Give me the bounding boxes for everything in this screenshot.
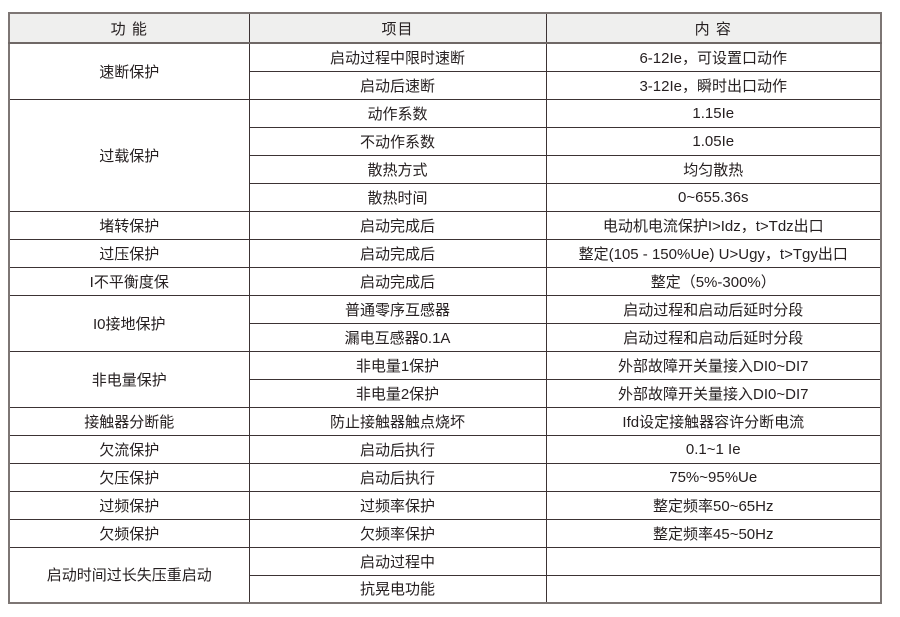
function-cell: 接触器分断能 [8, 406, 250, 436]
header-content: 内 容 [545, 12, 882, 44]
item-cell: 启动过程中限时速断 [248, 42, 547, 72]
item-cell: 启动完成后 [248, 238, 547, 268]
item-cell: 防止接触器触点烧坏 [248, 406, 547, 436]
item-cell: 不动作系数 [248, 126, 547, 156]
content-cell [545, 574, 882, 604]
item-cell: 非电量1保护 [248, 350, 547, 380]
function-cell: 过频保护 [8, 490, 250, 520]
function-cell: I0接地保护 [8, 294, 250, 352]
item-cell: 启动后执行 [248, 434, 547, 464]
table-row: I0接地保护 普通零序互感器 启动过程和启动后延时分段 [8, 294, 882, 352]
table-row: 非电量2保护 外部故障开关量接入DI0~DI7 [9, 378, 882, 408]
item-cell: 过频率保护 [248, 490, 547, 520]
table-row: 速断保护 启动过程中限时速断 6-12Ie，可设置口动作 [8, 42, 882, 100]
content-cell: 1.15Ie [545, 98, 882, 128]
item-cell: 动作系数 [248, 98, 547, 128]
table-row: 欠频保护 欠频率保护 整定频率45~50Hz [8, 518, 882, 548]
item-cell: 非电量2保护 [248, 378, 547, 408]
table-row: 不动作系数 1.05Ie [9, 126, 882, 156]
item-cell: 启动后执行 [248, 462, 547, 492]
header-row: 功 能 项目 内 容 [8, 12, 882, 44]
content-cell: 0.1~1 Ie [545, 434, 882, 464]
header-item: 项目 [248, 12, 547, 44]
table-row: 启动时间过长失压重启动 启动过程中 [8, 546, 882, 604]
header-function: 功 能 [8, 12, 250, 44]
content-cell: 75%~95%Ue [545, 462, 882, 492]
function-cell: 过压保护 [8, 238, 250, 268]
table-row: 欠流保护 启动后执行 0.1~1 Ie [8, 434, 882, 464]
content-cell: 启动过程和启动后延时分段 [545, 294, 882, 324]
content-cell: 6-12Ie，可设置口动作 [545, 42, 882, 72]
content-cell: 整定（5%-300%） [545, 266, 882, 296]
content-cell: 整定(105 - 150%Ue) U>Ugy，t>Tgy出口 [545, 238, 882, 268]
content-cell: 启动过程和启动后延时分段 [545, 322, 882, 352]
content-cell: Ifd设定接触器容许分断电流 [545, 406, 882, 436]
function-cell: 欠频保护 [8, 518, 250, 548]
content-cell: 1.05Ie [545, 126, 882, 156]
item-cell: 普通零序互感器 [248, 294, 547, 324]
item-cell: 散热方式 [248, 154, 547, 184]
protection-table: 功 能 项目 内 容 速断保护 启动过程中限时速断 6-12Ie，可设置口动作 … [8, 12, 882, 604]
item-cell: 启动完成后 [248, 266, 547, 296]
function-cell: 非电量保护 [8, 350, 250, 408]
table-row: 欠压保护 启动后执行 75%~95%Ue [8, 462, 882, 492]
content-cell: 整定频率50~65Hz [545, 490, 882, 520]
table-row: 非电量保护 非电量1保护 外部故障开关量接入DI0~DI7 [8, 350, 882, 408]
content-cell: 0~655.36s [545, 182, 882, 212]
item-cell: 欠频率保护 [248, 518, 547, 548]
content-cell: 整定频率45~50Hz [545, 518, 882, 548]
content-cell: 外部故障开关量接入DI0~DI7 [545, 350, 882, 380]
function-cell: I不平衡度保 [8, 266, 250, 296]
function-cell: 欠流保护 [8, 434, 250, 464]
function-cell: 速断保护 [8, 42, 250, 100]
item-cell: 启动完成后 [248, 210, 547, 240]
content-cell: 电动机电流保护I>Idz，t>Tdz出口 [545, 210, 882, 240]
table-row: 抗晃电功能 [9, 574, 882, 604]
table-row: 散热时间 0~655.36s [9, 182, 882, 212]
item-cell: 抗晃电功能 [248, 574, 547, 604]
content-cell: 外部故障开关量接入DI0~DI7 [545, 378, 882, 408]
table-row: 散热方式 均匀散热 [9, 154, 882, 184]
item-cell: 漏电互感器0.1A [248, 322, 547, 352]
table-row: 过压保护 启动完成后 整定(105 - 150%Ue) U>Ugy，t>Tgy出… [8, 238, 882, 268]
table-row: I不平衡度保 启动完成后 整定（5%-300%） [8, 266, 882, 296]
table-row: 堵转保护 启动完成后 电动机电流保护I>Idz，t>Tdz出口 [8, 210, 882, 240]
table-row: 接触器分断能 防止接触器触点烧坏 Ifd设定接触器容许分断电流 [8, 406, 882, 436]
content-cell [545, 546, 882, 576]
function-cell: 欠压保护 [8, 462, 250, 492]
function-cell: 堵转保护 [8, 210, 250, 240]
function-cell: 过载保护 [8, 98, 250, 212]
table-row: 过载保护 动作系数 1.15Ie [8, 98, 882, 212]
item-cell: 散热时间 [248, 182, 547, 212]
table-row: 过频保护 过频率保护 整定频率50~65Hz [8, 490, 882, 520]
item-cell: 启动后速断 [248, 70, 547, 100]
content-cell: 均匀散热 [545, 154, 882, 184]
content-cell: 3-12Ie，瞬时出口动作 [545, 70, 882, 100]
table-row: 漏电互感器0.1A 启动过程和启动后延时分段 [9, 322, 882, 352]
function-cell: 启动时间过长失压重启动 [8, 546, 250, 604]
item-cell: 启动过程中 [248, 546, 547, 576]
table-row: 启动后速断 3-12Ie，瞬时出口动作 [9, 70, 882, 100]
